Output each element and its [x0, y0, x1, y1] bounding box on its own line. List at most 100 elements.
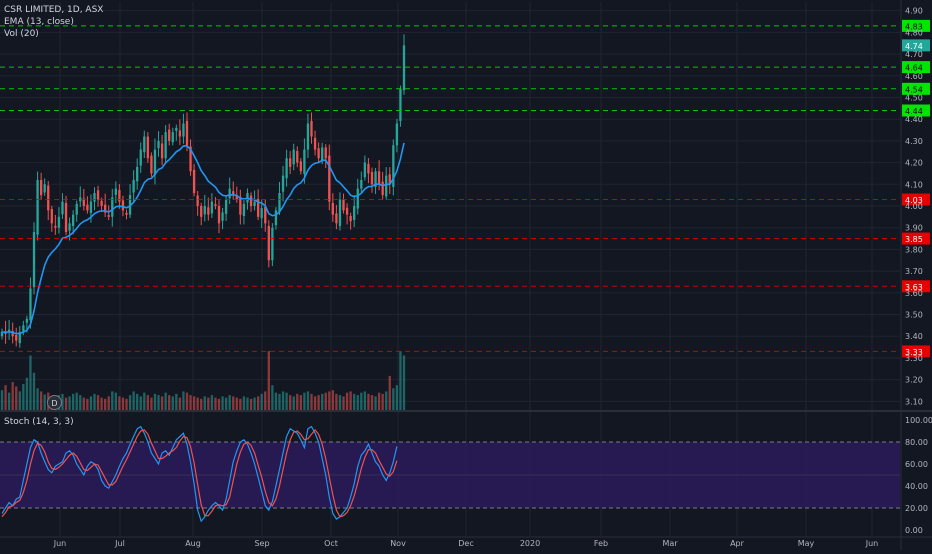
candle-body	[61, 201, 64, 215]
candle-body	[11, 331, 14, 337]
candle-body	[306, 123, 310, 150]
volume-bar	[335, 393, 338, 410]
candles-group	[0, 34, 406, 348]
candle-body	[96, 190, 100, 200]
stoch-tick-label: 0.00	[905, 526, 923, 535]
volume-bar	[185, 392, 189, 410]
candle-body	[328, 155, 331, 202]
price-tick-label: 3.30	[905, 354, 923, 363]
price-tick-label: 4.70	[905, 50, 923, 59]
price-badge-box	[902, 82, 930, 95]
volume-group	[0, 351, 406, 410]
ema-legend: EMA (13, close)	[4, 17, 74, 27]
volume-bar	[324, 392, 327, 410]
candle-body	[313, 137, 317, 150]
volume-bar	[136, 393, 139, 410]
candle-body	[338, 199, 342, 226]
candle-body	[289, 158, 292, 167]
volume-bar	[107, 396, 110, 410]
candle-body	[292, 149, 295, 165]
volume-bar	[239, 398, 242, 410]
price-tick-label: 3.20	[905, 376, 923, 385]
symbol-title: CSR LIMITED, 1D, ASX	[4, 5, 104, 15]
volume-bar	[153, 393, 157, 410]
volume-bar	[121, 397, 125, 410]
volume-bar	[4, 385, 7, 410]
time-tick-label: Nov	[390, 539, 406, 548]
price-badge-box	[902, 39, 930, 52]
volume-bar	[25, 377, 29, 410]
candle-body	[399, 88, 402, 121]
candle-body	[377, 171, 381, 185]
time-tick-label: Jul	[114, 539, 125, 548]
volume-bar	[313, 396, 317, 410]
price-tick-label: 4.50	[905, 93, 923, 102]
candle-body	[345, 207, 349, 215]
volume-bar	[75, 392, 78, 410]
volume-bar	[217, 398, 221, 410]
candle-body	[264, 206, 267, 224]
candle-body	[381, 181, 384, 196]
candle-body	[232, 191, 235, 196]
price-badge-label: 4.74	[905, 42, 923, 51]
time-tick-label: 2020	[520, 539, 540, 548]
stoch-legend: Stoch (14, 3, 3)	[4, 417, 74, 427]
volume-bar	[207, 397, 210, 410]
price-badge-label: 4.03	[905, 196, 923, 205]
price-badge-label: 3.63	[905, 283, 923, 292]
candle-body	[157, 140, 160, 149]
candle-body	[367, 163, 370, 174]
candle-body	[82, 198, 85, 206]
candle-body	[221, 212, 224, 221]
volume-bar	[363, 391, 367, 410]
candle-body	[331, 202, 335, 215]
volume-bar	[296, 393, 299, 410]
price-badge-box	[902, 193, 930, 206]
volume-bar	[64, 397, 68, 410]
volume-bar	[224, 397, 228, 410]
candle-body	[253, 201, 256, 206]
volume-bar	[22, 383, 25, 410]
candle-body	[32, 232, 36, 288]
price-badge-label: 3.85	[905, 235, 923, 244]
volume-bar	[146, 395, 150, 410]
volume-bar	[132, 391, 135, 410]
volume-bar	[392, 388, 395, 410]
price-badge-box	[902, 61, 930, 74]
volume-bar	[317, 395, 320, 410]
volume-bar	[267, 351, 270, 410]
candle-body	[214, 204, 217, 206]
volume-bar	[385, 391, 388, 410]
volume-bar	[338, 395, 342, 410]
candle-body	[317, 148, 320, 159]
volume-bar	[306, 391, 310, 410]
volume-bar	[182, 391, 185, 410]
candle-body	[224, 199, 228, 214]
price-tick-label: 4.40	[905, 115, 923, 124]
stoch-tick-label: 100.00	[905, 416, 932, 425]
price-badge-label: 4.54	[905, 85, 923, 94]
volume-bar	[118, 396, 121, 410]
candle-body	[239, 196, 242, 215]
candle-body	[242, 203, 246, 216]
candle-body	[18, 331, 21, 344]
candle-body	[39, 179, 43, 196]
candle-body	[75, 203, 78, 215]
candle-body	[64, 202, 68, 233]
volume-bar	[189, 395, 192, 410]
price-badge-label: 4.44	[905, 107, 923, 116]
volume-bar	[278, 393, 281, 410]
candle-body	[150, 155, 153, 174]
volume-bar	[36, 388, 39, 410]
stoch-axis: 100.00 80.00 60.00 40.00 20.00 0.00	[905, 416, 932, 535]
dividend-badge[interactable]: D	[47, 395, 62, 410]
candle-body	[374, 171, 377, 187]
time-axis: Jun Jul Aug Sep Oct Nov Dec 2020 Feb Mar Apr May Jun	[53, 539, 879, 548]
time-tick-label: Apr	[730, 539, 745, 548]
time-tick-label: Sep	[254, 539, 269, 548]
candle-body	[71, 214, 75, 226]
candle-body	[143, 136, 146, 153]
candle-body	[299, 161, 302, 172]
candle-body	[29, 288, 32, 321]
